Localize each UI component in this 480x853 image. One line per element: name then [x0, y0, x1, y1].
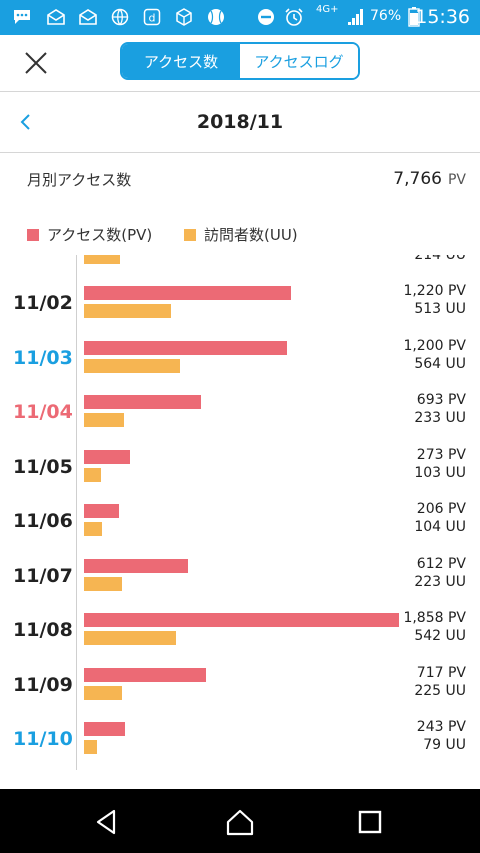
uu-bar[interactable] — [84, 685, 122, 700]
uu-value: 564 UU — [414, 355, 466, 372]
uu-value: 513 UU — [414, 301, 466, 317]
monthly-summary: 月別アクセス数 7,766 PV — [0, 153, 480, 209]
pv-bar[interactable] — [84, 504, 119, 518]
baseball-icon — [206, 7, 226, 27]
uu-bar[interactable] — [84, 467, 101, 482]
pv-bar[interactable] — [84, 395, 201, 409]
day-label: 11/06 — [13, 510, 73, 532]
recents-nav-button[interactable] — [355, 807, 385, 837]
month-nav: 2018/11 — [0, 92, 480, 153]
pv-bar[interactable] — [84, 558, 188, 573]
month-title: 2018/11 — [196, 111, 284, 133]
uu-bar[interactable] — [84, 358, 180, 373]
status-bar: d 4G+ 76% 15:36 — [0, 0, 480, 35]
svg-text:d: d — [149, 12, 156, 25]
close-icon — [25, 52, 47, 74]
clock: 15:36 — [415, 6, 470, 28]
uu-value: 225 UU — [414, 682, 466, 699]
home-icon — [226, 809, 254, 836]
uu-value: 103 UU — [414, 464, 466, 481]
do-not-disturb-icon — [256, 7, 276, 27]
chart-legend: アクセス数(PV) 訪問者数(UU) — [0, 220, 480, 250]
back-nav-button[interactable] — [92, 807, 122, 837]
pv-bar[interactable] — [84, 613, 399, 627]
uu-bar-partial — [84, 255, 120, 264]
pv-value: 717 PV — [416, 664, 466, 681]
pv-value: 1,220 PV — [403, 283, 466, 299]
day-label: 11/07 — [13, 564, 73, 587]
uu-label-partial: 214 UU — [414, 255, 466, 263]
package-icon — [174, 7, 194, 27]
uu-value: 233 UU — [414, 410, 466, 426]
uu-bar[interactable] — [84, 522, 102, 536]
day-label: 11/09 — [13, 673, 73, 696]
battery-icon — [404, 7, 424, 27]
summary-value-wrap: 7,766 PV — [393, 169, 466, 189]
view-toggle: アクセス数 アクセスログ — [120, 42, 360, 80]
pv-value: 243 PV — [416, 719, 466, 735]
summary-value: 7,766 — [393, 169, 442, 189]
alarm-icon — [284, 7, 304, 27]
system-nav-bar — [0, 789, 480, 853]
day-label: 11/04 — [13, 401, 73, 423]
pv-value: 1,858 PV — [403, 610, 466, 626]
pv-bar[interactable] — [84, 340, 287, 355]
home-nav-button[interactable] — [225, 807, 255, 837]
docomo-d-icon: d — [142, 7, 162, 27]
tab-access-count[interactable]: アクセス数 — [122, 44, 240, 78]
summary-label: 月別アクセス数 — [27, 171, 132, 189]
day-label: 11/02 — [13, 292, 73, 314]
summary-unit: PV — [447, 172, 466, 188]
mail-icon — [46, 7, 66, 27]
legend-label-uu: 訪問者数(UU) — [204, 226, 298, 244]
uu-bar[interactable] — [84, 631, 176, 645]
uu-bar[interactable] — [84, 304, 171, 318]
day-label: 11/10 — [13, 728, 73, 750]
day-label: 11/05 — [13, 455, 73, 478]
uu-value: 104 UU — [414, 519, 466, 535]
legend-item-uu: 訪問者数(UU) — [184, 224, 298, 245]
globe-icon — [110, 7, 130, 27]
uu-bar[interactable] — [84, 413, 124, 427]
uu-value: 223 UU — [414, 573, 466, 590]
uu-value: 79 UU — [423, 737, 466, 753]
app-header: アクセス数 アクセスログ — [0, 35, 480, 92]
pv-bar[interactable] — [84, 449, 130, 464]
chart-axis-line — [76, 255, 77, 770]
battery-percent: 76% — [370, 8, 402, 24]
legend-item-pv: アクセス数(PV) — [27, 224, 152, 245]
pv-bar[interactable] — [84, 286, 291, 300]
legend-label-pv: アクセス数(PV) — [47, 226, 153, 244]
uu-value: 542 UU — [414, 628, 466, 644]
tab-access-log[interactable]: アクセスログ — [240, 44, 358, 78]
pv-bar[interactable] — [84, 722, 125, 736]
day-label: 11/08 — [13, 619, 73, 641]
pv-value: 273 PV — [416, 446, 466, 463]
uu-bar[interactable] — [84, 740, 97, 754]
pv-bar[interactable] — [84, 667, 206, 682]
pv-value: 612 PV — [416, 555, 466, 572]
chat-icon — [12, 7, 32, 27]
legend-swatch-pv — [27, 228, 39, 241]
back-triangle-icon — [96, 809, 116, 835]
network-type: 4G+ — [316, 4, 339, 15]
day-label: 11/03 — [13, 346, 73, 369]
legend-swatch-uu — [184, 228, 196, 241]
pv-value: 693 PV — [416, 392, 466, 408]
previous-month-button[interactable] — [18, 112, 34, 132]
daily-access-chart[interactable]: 214 UU 11/02 1,220 PV 513 UU 11/03 1,200 PV56… — [0, 255, 480, 775]
chevron-left-icon — [20, 114, 30, 130]
mail-icon-2 — [78, 7, 98, 27]
close-button[interactable] — [22, 49, 50, 77]
pv-value: 1,200 PV — [403, 337, 466, 354]
signal-icon — [346, 7, 366, 27]
pv-value: 206 PV — [416, 501, 466, 517]
recents-square-icon — [358, 810, 382, 834]
uu-bar[interactable] — [84, 576, 122, 591]
